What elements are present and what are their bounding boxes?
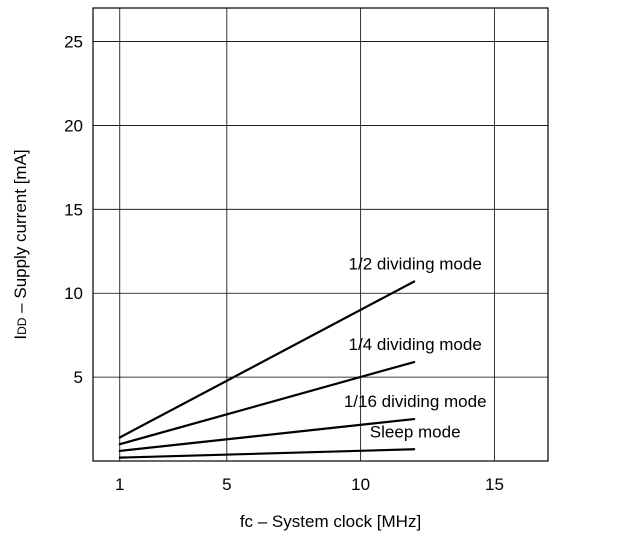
x-tick-label: 10 xyxy=(351,475,370,494)
x-axis-title: fc – System clock [MHz] xyxy=(240,512,421,531)
plot-frame xyxy=(92,7,549,462)
series-labels: 1/2 dividing mode 1/4 dividing mode 1/16 d… xyxy=(344,254,487,441)
series-label: Sleep mode xyxy=(370,422,461,441)
y-axis-title: IDD – Supply current [mA] xyxy=(11,149,30,339)
y-tick-label: 5 xyxy=(74,368,83,387)
y-tick-label: 10 xyxy=(64,284,83,303)
series-line xyxy=(118,417,416,453)
series-lines xyxy=(118,280,416,459)
x-tick-label: 5 xyxy=(222,475,231,494)
x-tick-label: 15 xyxy=(485,475,504,494)
y-axis-title-subscript: DD xyxy=(15,317,29,335)
y-tick-label: 25 xyxy=(64,33,83,52)
y-tick-label: 20 xyxy=(64,116,83,135)
y-axis-title-text: – Supply current [mA] xyxy=(11,149,30,317)
y-tick-label: 15 xyxy=(64,200,83,219)
y-axis-title-symbol: I xyxy=(11,335,30,340)
series-label: 1/16 dividing mode xyxy=(344,392,487,411)
series-line xyxy=(118,280,416,439)
x-tick-label: 1 xyxy=(115,475,124,494)
series-line xyxy=(118,360,416,446)
series-label: 1/4 dividing mode xyxy=(349,335,482,354)
grid xyxy=(93,8,548,461)
series-line xyxy=(118,448,416,459)
series-label: 1/2 dividing mode xyxy=(349,254,482,273)
